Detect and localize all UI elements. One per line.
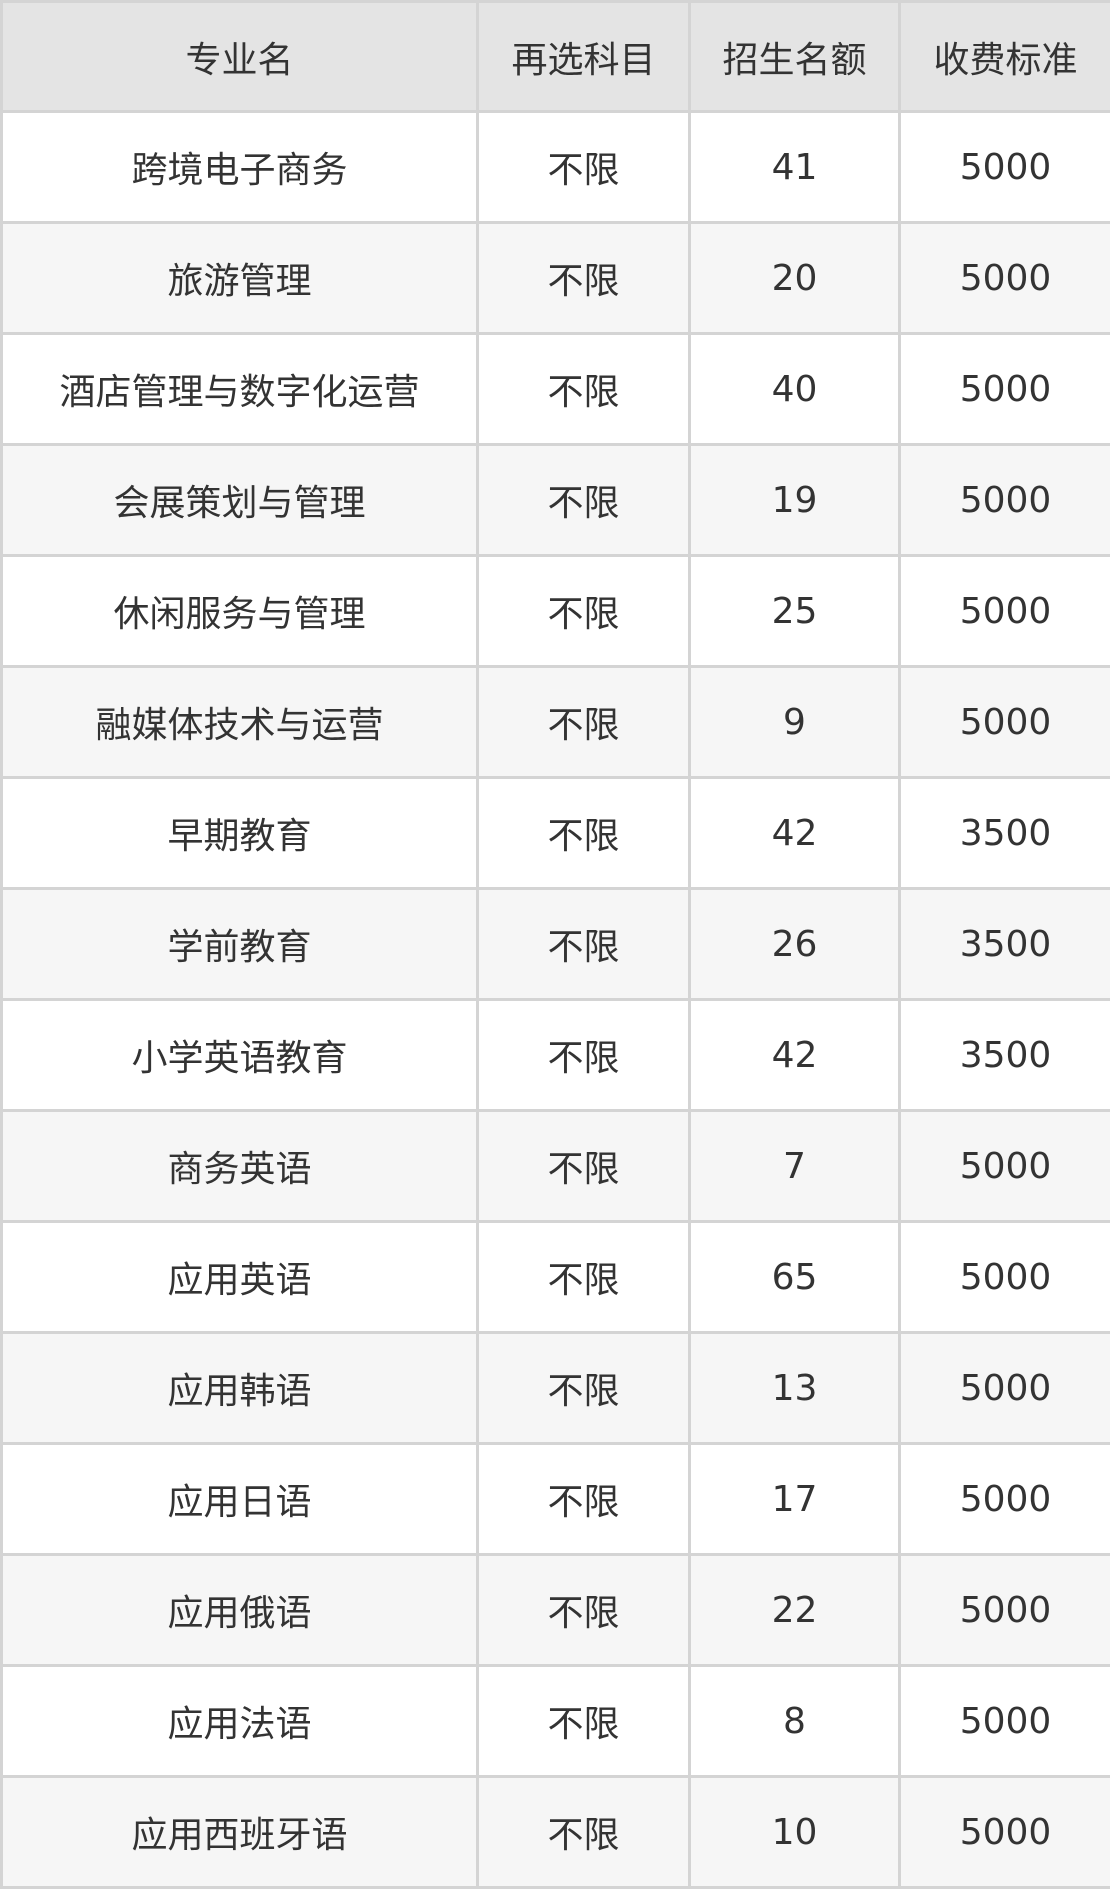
quota-cell: 41	[688, 110, 901, 224]
quota-cell: 20	[688, 221, 901, 335]
major-cell: 融媒体技术与运营	[0, 665, 479, 779]
subject-cell: 不限	[476, 332, 691, 446]
table-row: 应用西班牙语 不限 10 5000	[0, 1775, 1110, 1889]
major-cell: 应用俄语	[0, 1553, 479, 1667]
major-cell: 应用英语	[0, 1220, 479, 1334]
header-subject: 再选科目	[476, 0, 691, 113]
table-row: 学前教育 不限 26 3500	[0, 887, 1110, 1001]
subject-cell: 不限	[476, 887, 691, 1001]
table-row: 休闲服务与管理 不限 25 5000	[0, 554, 1110, 668]
fee-cell: 5000	[898, 443, 1110, 557]
table-row: 商务英语 不限 7 5000	[0, 1109, 1110, 1223]
quota-cell: 65	[688, 1220, 901, 1334]
subject-cell: 不限	[476, 1775, 691, 1889]
table-row: 应用俄语 不限 22 5000	[0, 1553, 1110, 1667]
header-major: 专业名	[0, 0, 479, 113]
quota-cell: 10	[688, 1775, 901, 1889]
fee-cell: 5000	[898, 1331, 1110, 1445]
subject-cell: 不限	[476, 554, 691, 668]
header-quota: 招生名额	[688, 0, 901, 113]
fee-cell: 3500	[898, 998, 1110, 1112]
table-row: 应用法语 不限 8 5000	[0, 1664, 1110, 1778]
fee-cell: 5000	[898, 1775, 1110, 1889]
fee-cell: 5000	[898, 332, 1110, 446]
major-cell: 跨境电子商务	[0, 110, 479, 224]
subject-cell: 不限	[476, 1331, 691, 1445]
fee-cell: 5000	[898, 554, 1110, 668]
subject-cell: 不限	[476, 1553, 691, 1667]
subject-cell: 不限	[476, 1109, 691, 1223]
fee-cell: 5000	[898, 665, 1110, 779]
subject-cell: 不限	[476, 998, 691, 1112]
major-cell: 学前教育	[0, 887, 479, 1001]
subject-cell: 不限	[476, 1664, 691, 1778]
major-cell: 小学英语教育	[0, 998, 479, 1112]
quota-cell: 25	[688, 554, 901, 668]
subject-cell: 不限	[476, 1220, 691, 1334]
table-row: 酒店管理与数字化运营 不限 40 5000	[0, 332, 1110, 446]
quota-cell: 9	[688, 665, 901, 779]
major-cell: 早期教育	[0, 776, 479, 890]
quota-cell: 22	[688, 1553, 901, 1667]
fee-cell: 5000	[898, 1442, 1110, 1556]
fee-cell: 5000	[898, 221, 1110, 335]
table-row: 早期教育 不限 42 3500	[0, 776, 1110, 890]
quota-cell: 42	[688, 776, 901, 890]
fee-cell: 5000	[898, 110, 1110, 224]
table-row: 应用韩语 不限 13 5000	[0, 1331, 1110, 1445]
fee-cell: 3500	[898, 887, 1110, 1001]
subject-cell: 不限	[476, 443, 691, 557]
header-row: 专业名 再选科目 招生名额 收费标准	[0, 0, 1110, 113]
quota-cell: 26	[688, 887, 901, 1001]
subject-cell: 不限	[476, 221, 691, 335]
quota-cell: 42	[688, 998, 901, 1112]
table-row: 会展策划与管理 不限 19 5000	[0, 443, 1110, 557]
fee-cell: 5000	[898, 1109, 1110, 1223]
table-row: 跨境电子商务 不限 41 5000	[0, 110, 1110, 224]
subject-cell: 不限	[476, 1442, 691, 1556]
header-fee: 收费标准	[898, 0, 1110, 113]
subject-cell: 不限	[476, 776, 691, 890]
major-cell: 应用法语	[0, 1664, 479, 1778]
table-row: 小学英语教育 不限 42 3500	[0, 998, 1110, 1112]
table-row: 旅游管理 不限 20 5000	[0, 221, 1110, 335]
table-row: 融媒体技术与运营 不限 9 5000	[0, 665, 1110, 779]
fee-cell: 5000	[898, 1553, 1110, 1667]
fee-cell: 5000	[898, 1220, 1110, 1334]
major-cell: 会展策划与管理	[0, 443, 479, 557]
fee-cell: 3500	[898, 776, 1110, 890]
major-cell: 应用日语	[0, 1442, 479, 1556]
quota-cell: 8	[688, 1664, 901, 1778]
major-cell: 商务英语	[0, 1109, 479, 1223]
table-row: 应用日语 不限 17 5000	[0, 1442, 1110, 1556]
subject-cell: 不限	[476, 110, 691, 224]
major-cell: 酒店管理与数字化运营	[0, 332, 479, 446]
major-cell: 休闲服务与管理	[0, 554, 479, 668]
major-cell: 应用韩语	[0, 1331, 479, 1445]
quota-cell: 40	[688, 332, 901, 446]
quota-cell: 19	[688, 443, 901, 557]
quota-cell: 17	[688, 1442, 901, 1556]
table-row: 应用英语 不限 65 5000	[0, 1220, 1110, 1334]
major-cell: 旅游管理	[0, 221, 479, 335]
fee-cell: 5000	[898, 1664, 1110, 1778]
major-cell: 应用西班牙语	[0, 1775, 479, 1889]
subject-cell: 不限	[476, 665, 691, 779]
quota-cell: 7	[688, 1109, 901, 1223]
quota-cell: 13	[688, 1331, 901, 1445]
